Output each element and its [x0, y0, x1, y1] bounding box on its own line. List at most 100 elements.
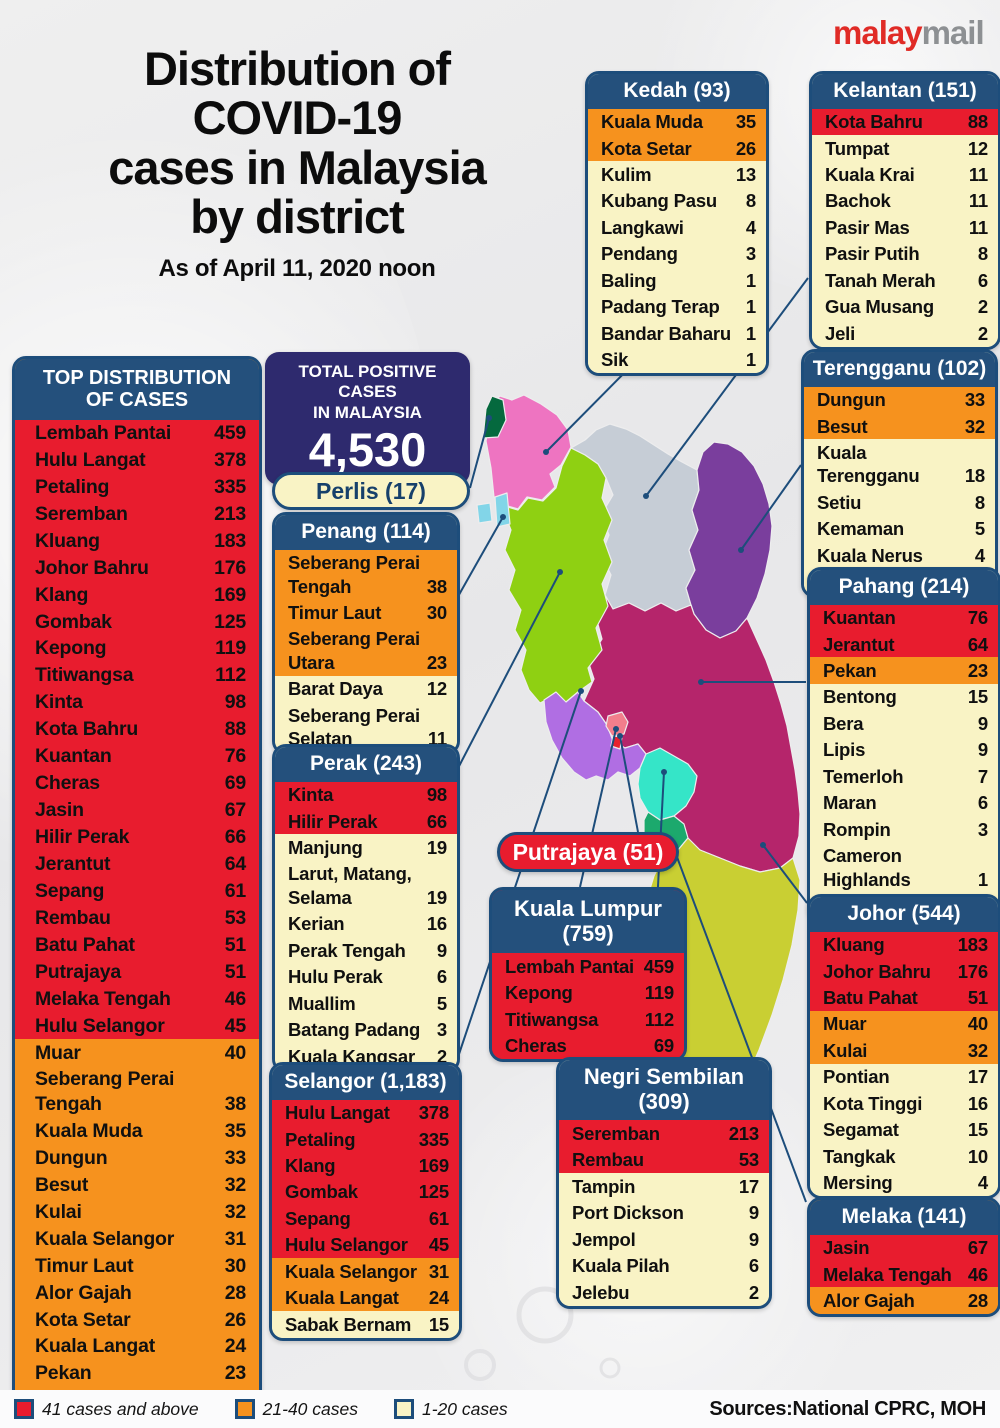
district-name: Sepang: [35, 879, 105, 902]
district-row: Titiwangsa 112: [492, 1006, 684, 1033]
district-row: Jerantut 64: [15, 850, 259, 878]
district-name: Timur Laut: [35, 1254, 134, 1277]
district-value: 45: [428, 1234, 449, 1256]
district-row: Pontian 17: [810, 1063, 998, 1091]
negri-sembilan-rows: Seremban 213 Rembau 53 Tampin 17 Port Di…: [559, 1120, 769, 1306]
district-row: Langkawi 4: [588, 214, 766, 241]
logo-mail: mail: [921, 14, 985, 51]
district-name: Petaling: [35, 475, 110, 498]
district-name: Gombak: [35, 610, 112, 633]
district-name: Bandar Baharu: [601, 322, 732, 344]
district-row: Hulu Langat 378: [272, 1099, 459, 1126]
district-row: Johor Bahru 176: [15, 554, 259, 582]
district-value: 15: [967, 1119, 988, 1141]
district-name: Hulu Langat: [35, 448, 146, 471]
connector-line-melaka: [670, 840, 807, 1203]
district-name: Tumpat: [825, 137, 890, 159]
johor-box: Johor (544) Kluang 183 Johor Bahru 176 B…: [807, 894, 1000, 1200]
district-value: 6: [436, 966, 447, 988]
district-row: Melaka Tengah 46: [810, 1261, 998, 1288]
district-name: Timur Laut: [288, 601, 382, 623]
kelantan-box: Kelantan (151) Kota Bahru 88 Tumpat 12 K…: [809, 71, 1000, 350]
district-name: Alor Gajah: [35, 1281, 132, 1304]
district-row: Kota Bahru 88: [812, 108, 998, 135]
connector-dot: [486, 415, 492, 421]
district-value: 24: [428, 1287, 449, 1309]
district-name: Klang: [285, 1154, 336, 1176]
district-row: Manjung 19: [275, 834, 457, 861]
district-row: Pekan 23: [15, 1360, 259, 1388]
kedah-box: Kedah (93) Kuala Muda 35 Kota Setar 26 K…: [585, 71, 769, 377]
district-row: Hulu Selangor 45: [272, 1231, 459, 1259]
district-value: 32: [964, 415, 985, 437]
selangor-title: Selangor (1,183): [272, 1065, 459, 1100]
district-row: Jelebu 2: [559, 1279, 769, 1306]
district-name: Kuala Muda: [601, 111, 703, 133]
district-row: Melaka Tengah 46: [15, 985, 259, 1013]
district-name: Bentong: [823, 686, 897, 708]
district-row: Kluang 183: [810, 931, 998, 958]
district-value: 16: [426, 913, 447, 935]
district-value: 3: [436, 1019, 447, 1041]
total-cases-value: 4,530: [308, 423, 427, 477]
melaka-box: Melaka (141) Jasin 67 Melaka Tengah 46 A…: [807, 1197, 1000, 1317]
district-value: 32: [224, 1173, 246, 1196]
district-name: Johor Bahru: [823, 960, 931, 982]
district-name: Temerloh: [823, 765, 904, 787]
district-name: Kuantan: [823, 607, 896, 629]
district-row: Kinta 98: [275, 781, 457, 808]
district-value: 378: [418, 1102, 449, 1124]
perak-rows: Kinta 98 Hilir Perak 66 Manjung 19 Larut…: [275, 781, 457, 1070]
district-value: 26: [735, 137, 756, 159]
district-row: Hulu Selangor 45: [15, 1012, 259, 1040]
district-name: Sik: [601, 349, 629, 371]
district-row: Seberang Perai Tengah 38: [275, 549, 457, 600]
district-value: 2: [977, 296, 988, 318]
district-row: Dungun 33: [15, 1144, 259, 1172]
red-swatch-icon: [14, 1399, 34, 1419]
district-value: 15: [967, 686, 988, 708]
district-name: Seremban: [572, 1122, 660, 1144]
district-row: Kubang Pasu 8: [588, 187, 766, 215]
district-name: Mersing: [823, 1172, 893, 1194]
district-row: Seberang Perai Utara 23: [275, 625, 457, 676]
district-row: Tanah Merah 6: [812, 267, 998, 294]
district-name: Cheras: [35, 772, 100, 795]
district-value: 35: [735, 111, 756, 133]
district-value: 6: [748, 1255, 759, 1277]
district-row: Temerloh 7: [810, 763, 998, 790]
connector-line-terengganu: [740, 464, 802, 551]
connector-line-penang: [455, 516, 504, 601]
district-row: Bachok 11: [812, 187, 998, 215]
kedah-title: Kedah (93): [588, 74, 766, 109]
district-value: 7: [977, 765, 988, 787]
district-row: Timur Laut 30: [15, 1252, 259, 1280]
district-name: Seremban: [35, 502, 128, 525]
district-name: Hulu Perak: [288, 966, 383, 988]
district-row: Muar 40: [810, 1010, 998, 1038]
district-value: 23: [426, 651, 447, 673]
district-name: Cheras: [505, 1035, 567, 1057]
district-value: 378: [214, 448, 246, 471]
district-name: Pasir Putih: [825, 243, 920, 265]
district-row: Perak Tengah 9: [275, 937, 457, 964]
district-value: 17: [738, 1175, 759, 1197]
district-name: Kulim: [601, 163, 652, 185]
district-value: 61: [428, 1207, 449, 1229]
district-value: 64: [224, 852, 246, 875]
map-state-penang-island: [476, 502, 493, 524]
district-name: Batang Padang: [288, 1019, 421, 1041]
district-name: Segamat: [823, 1119, 899, 1141]
district-row: Kuantan 76: [810, 604, 998, 631]
district-value: 88: [967, 111, 988, 133]
district-name: Kota Bahru: [825, 111, 923, 133]
district-value: 15: [428, 1313, 449, 1335]
district-row: Gombak 125: [15, 608, 259, 636]
sources-text: Sources:National CPRC, MOH: [709, 1397, 986, 1420]
district-row: Dungun 33: [804, 386, 995, 413]
district-row: Kemaman 5: [804, 515, 995, 543]
district-row: Kota Tinggi 16: [810, 1090, 998, 1117]
district-row: Rompin 3: [810, 816, 998, 843]
total-cases-label-line1: TOTAL POSITIVE CASES: [298, 362, 437, 402]
district-row: Jasin 67: [15, 796, 259, 824]
